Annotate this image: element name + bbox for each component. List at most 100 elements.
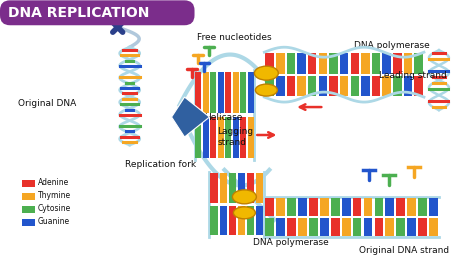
Bar	[309, 198, 318, 216]
Bar	[429, 218, 438, 236]
Bar	[225, 72, 231, 113]
Ellipse shape	[255, 66, 278, 80]
Bar	[240, 72, 246, 113]
Bar	[385, 198, 394, 216]
Text: DNA REPLICATION: DNA REPLICATION	[8, 6, 149, 20]
Bar	[374, 198, 383, 216]
Bar	[210, 117, 216, 158]
Bar	[218, 72, 224, 113]
Bar	[287, 198, 296, 216]
Bar	[276, 76, 284, 96]
Bar	[374, 218, 383, 236]
Bar	[22, 206, 35, 213]
Bar	[265, 53, 274, 74]
Bar	[247, 117, 254, 158]
Bar	[228, 173, 236, 203]
Bar	[407, 218, 416, 236]
Text: Free nucleotides: Free nucleotides	[197, 33, 271, 42]
Bar	[238, 173, 245, 203]
Text: DNA polymerase: DNA polymerase	[354, 41, 430, 50]
Bar	[329, 76, 338, 96]
Polygon shape	[172, 97, 210, 137]
Bar	[265, 218, 274, 236]
Bar	[319, 76, 327, 96]
Bar	[233, 72, 239, 113]
Bar	[404, 76, 412, 96]
Bar	[195, 117, 201, 158]
Bar	[429, 198, 438, 216]
Bar	[298, 198, 307, 216]
Bar	[247, 72, 254, 113]
Text: DNA polymerase: DNA polymerase	[254, 238, 329, 247]
Bar	[233, 117, 239, 158]
Bar	[256, 173, 264, 203]
Bar	[276, 218, 285, 236]
Bar	[203, 117, 209, 158]
Bar	[361, 53, 370, 74]
Bar	[407, 198, 416, 216]
Bar	[331, 198, 340, 216]
Bar	[238, 206, 245, 235]
Bar	[396, 198, 405, 216]
Bar	[210, 206, 218, 235]
Bar	[240, 117, 246, 158]
Bar	[256, 206, 264, 235]
Bar	[265, 76, 274, 96]
Bar	[265, 198, 274, 216]
Bar	[396, 218, 405, 236]
Bar	[351, 53, 359, 74]
Bar	[309, 218, 318, 236]
Bar	[287, 76, 295, 96]
Bar	[364, 198, 373, 216]
Bar	[219, 173, 227, 203]
Bar	[210, 72, 216, 113]
Text: Guanine: Guanine	[38, 217, 70, 226]
Text: Original DNA strand: Original DNA strand	[359, 246, 449, 255]
Bar	[353, 218, 362, 236]
Ellipse shape	[115, 25, 120, 30]
Text: Adenine: Adenine	[38, 178, 69, 187]
Bar	[247, 206, 254, 235]
Text: Thymine: Thymine	[38, 191, 71, 200]
Bar	[372, 76, 380, 96]
Bar	[414, 53, 423, 74]
Bar	[320, 198, 329, 216]
Bar	[195, 72, 201, 113]
Bar	[210, 173, 218, 203]
Bar	[342, 198, 351, 216]
Text: Helicase: Helicase	[204, 113, 243, 122]
Text: Lagging
strand: Lagging strand	[218, 127, 254, 147]
Bar	[276, 53, 284, 74]
Bar	[418, 218, 427, 236]
Bar	[276, 198, 285, 216]
Bar	[218, 117, 224, 158]
Bar	[228, 206, 236, 235]
Bar	[308, 76, 317, 96]
Bar	[203, 72, 209, 113]
Bar	[385, 218, 394, 236]
Ellipse shape	[232, 190, 256, 204]
Bar	[372, 53, 380, 74]
Bar	[287, 218, 296, 236]
Bar	[383, 53, 391, 74]
Bar	[393, 53, 401, 74]
Bar	[320, 218, 329, 236]
Text: Leading strand: Leading strand	[379, 71, 447, 80]
Bar	[247, 173, 254, 203]
Bar	[225, 117, 231, 158]
Text: Original DNA: Original DNA	[18, 99, 76, 108]
Bar	[364, 218, 373, 236]
Ellipse shape	[255, 84, 277, 96]
Bar	[342, 218, 351, 236]
Bar	[383, 76, 391, 96]
Text: Cytosine: Cytosine	[38, 204, 71, 213]
Bar	[22, 193, 35, 200]
Bar	[22, 219, 35, 226]
Bar	[353, 198, 362, 216]
Bar	[418, 198, 427, 216]
Bar	[331, 218, 340, 236]
Bar	[298, 218, 307, 236]
Bar	[414, 76, 423, 96]
Bar	[404, 53, 412, 74]
Text: Chromosome: Chromosome	[124, 13, 183, 22]
